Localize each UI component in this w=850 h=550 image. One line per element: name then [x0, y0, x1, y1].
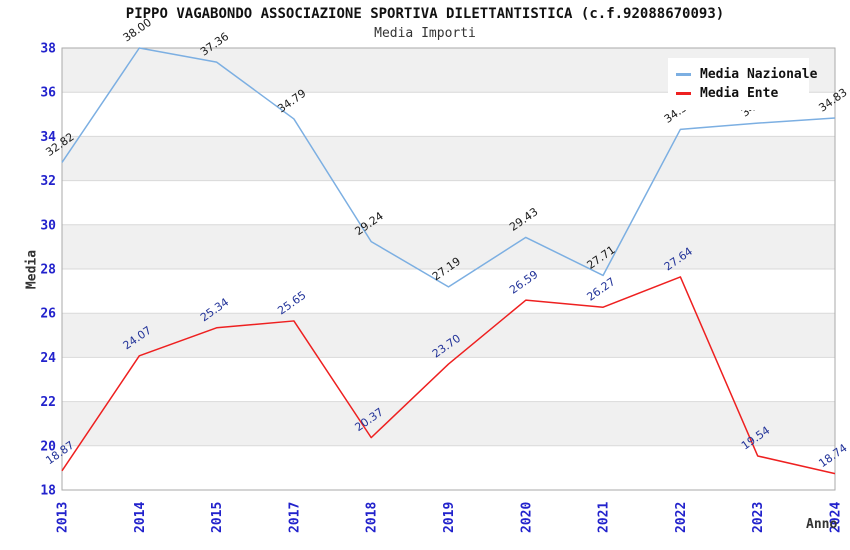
series-line-media-ente [61, 276, 836, 475]
legend-label-ente: Media Ente [700, 86, 779, 101]
chart-subtitle: Media Importi [374, 26, 476, 41]
x-axis-title: Anno [806, 517, 838, 532]
x-tick-label: 2019 [442, 502, 457, 533]
plot-band [62, 224, 835, 269]
y-tick-label: 24 [40, 351, 56, 366]
y-tick-label: 38 [40, 42, 56, 57]
x-tick-label: 2021 [597, 502, 612, 533]
plot-band [62, 136, 835, 181]
legend: Media Nazionale Media Ente [668, 58, 817, 110]
legend-swatch-ente-icon [676, 92, 691, 95]
x-tick-label: 2017 [287, 502, 302, 533]
x-tick-label: 2020 [519, 502, 534, 533]
data-label: 26.59 [507, 268, 540, 297]
y-axis-title: Media [24, 249, 40, 290]
y-tick-label: 22 [40, 395, 56, 410]
x-tick-label: 2022 [674, 502, 689, 533]
x-tick-label: 2013 [56, 502, 71, 533]
x-tick-label: 2014 [133, 502, 148, 533]
y-tick-label: 20 [40, 439, 56, 454]
x-tick-label: 2024 [829, 502, 844, 533]
y-tick-label: 28 [40, 263, 56, 278]
chart-title: PIPPO VAGABONDO ASSOCIAZIONE SPORTIVA DI… [125, 6, 725, 22]
y-tick-label: 30 [40, 218, 56, 233]
y-tick-label: 34 [40, 130, 56, 145]
legend-swatch-nazionale-icon [676, 73, 691, 76]
x-tick-label: 2015 [210, 502, 225, 533]
data-label: 26.27 [584, 275, 617, 304]
y-tick-label: 18 [40, 484, 56, 499]
y-tick-label: 32 [40, 174, 56, 189]
x-tick-label: 2023 [751, 502, 766, 533]
legend-item-media-ente: Media Ente [676, 84, 801, 103]
plot-border [61, 47, 836, 491]
legend-label-nazionale: Media Nazionale [700, 67, 818, 82]
legend-item-media-nazionale: Media Nazionale [676, 65, 817, 84]
series-line-media-nazionale [61, 47, 836, 288]
y-tick-label: 36 [40, 86, 56, 101]
y-tick-label: 26 [40, 307, 56, 322]
x-tick-label: 2018 [365, 502, 380, 533]
plot-band [62, 401, 835, 446]
